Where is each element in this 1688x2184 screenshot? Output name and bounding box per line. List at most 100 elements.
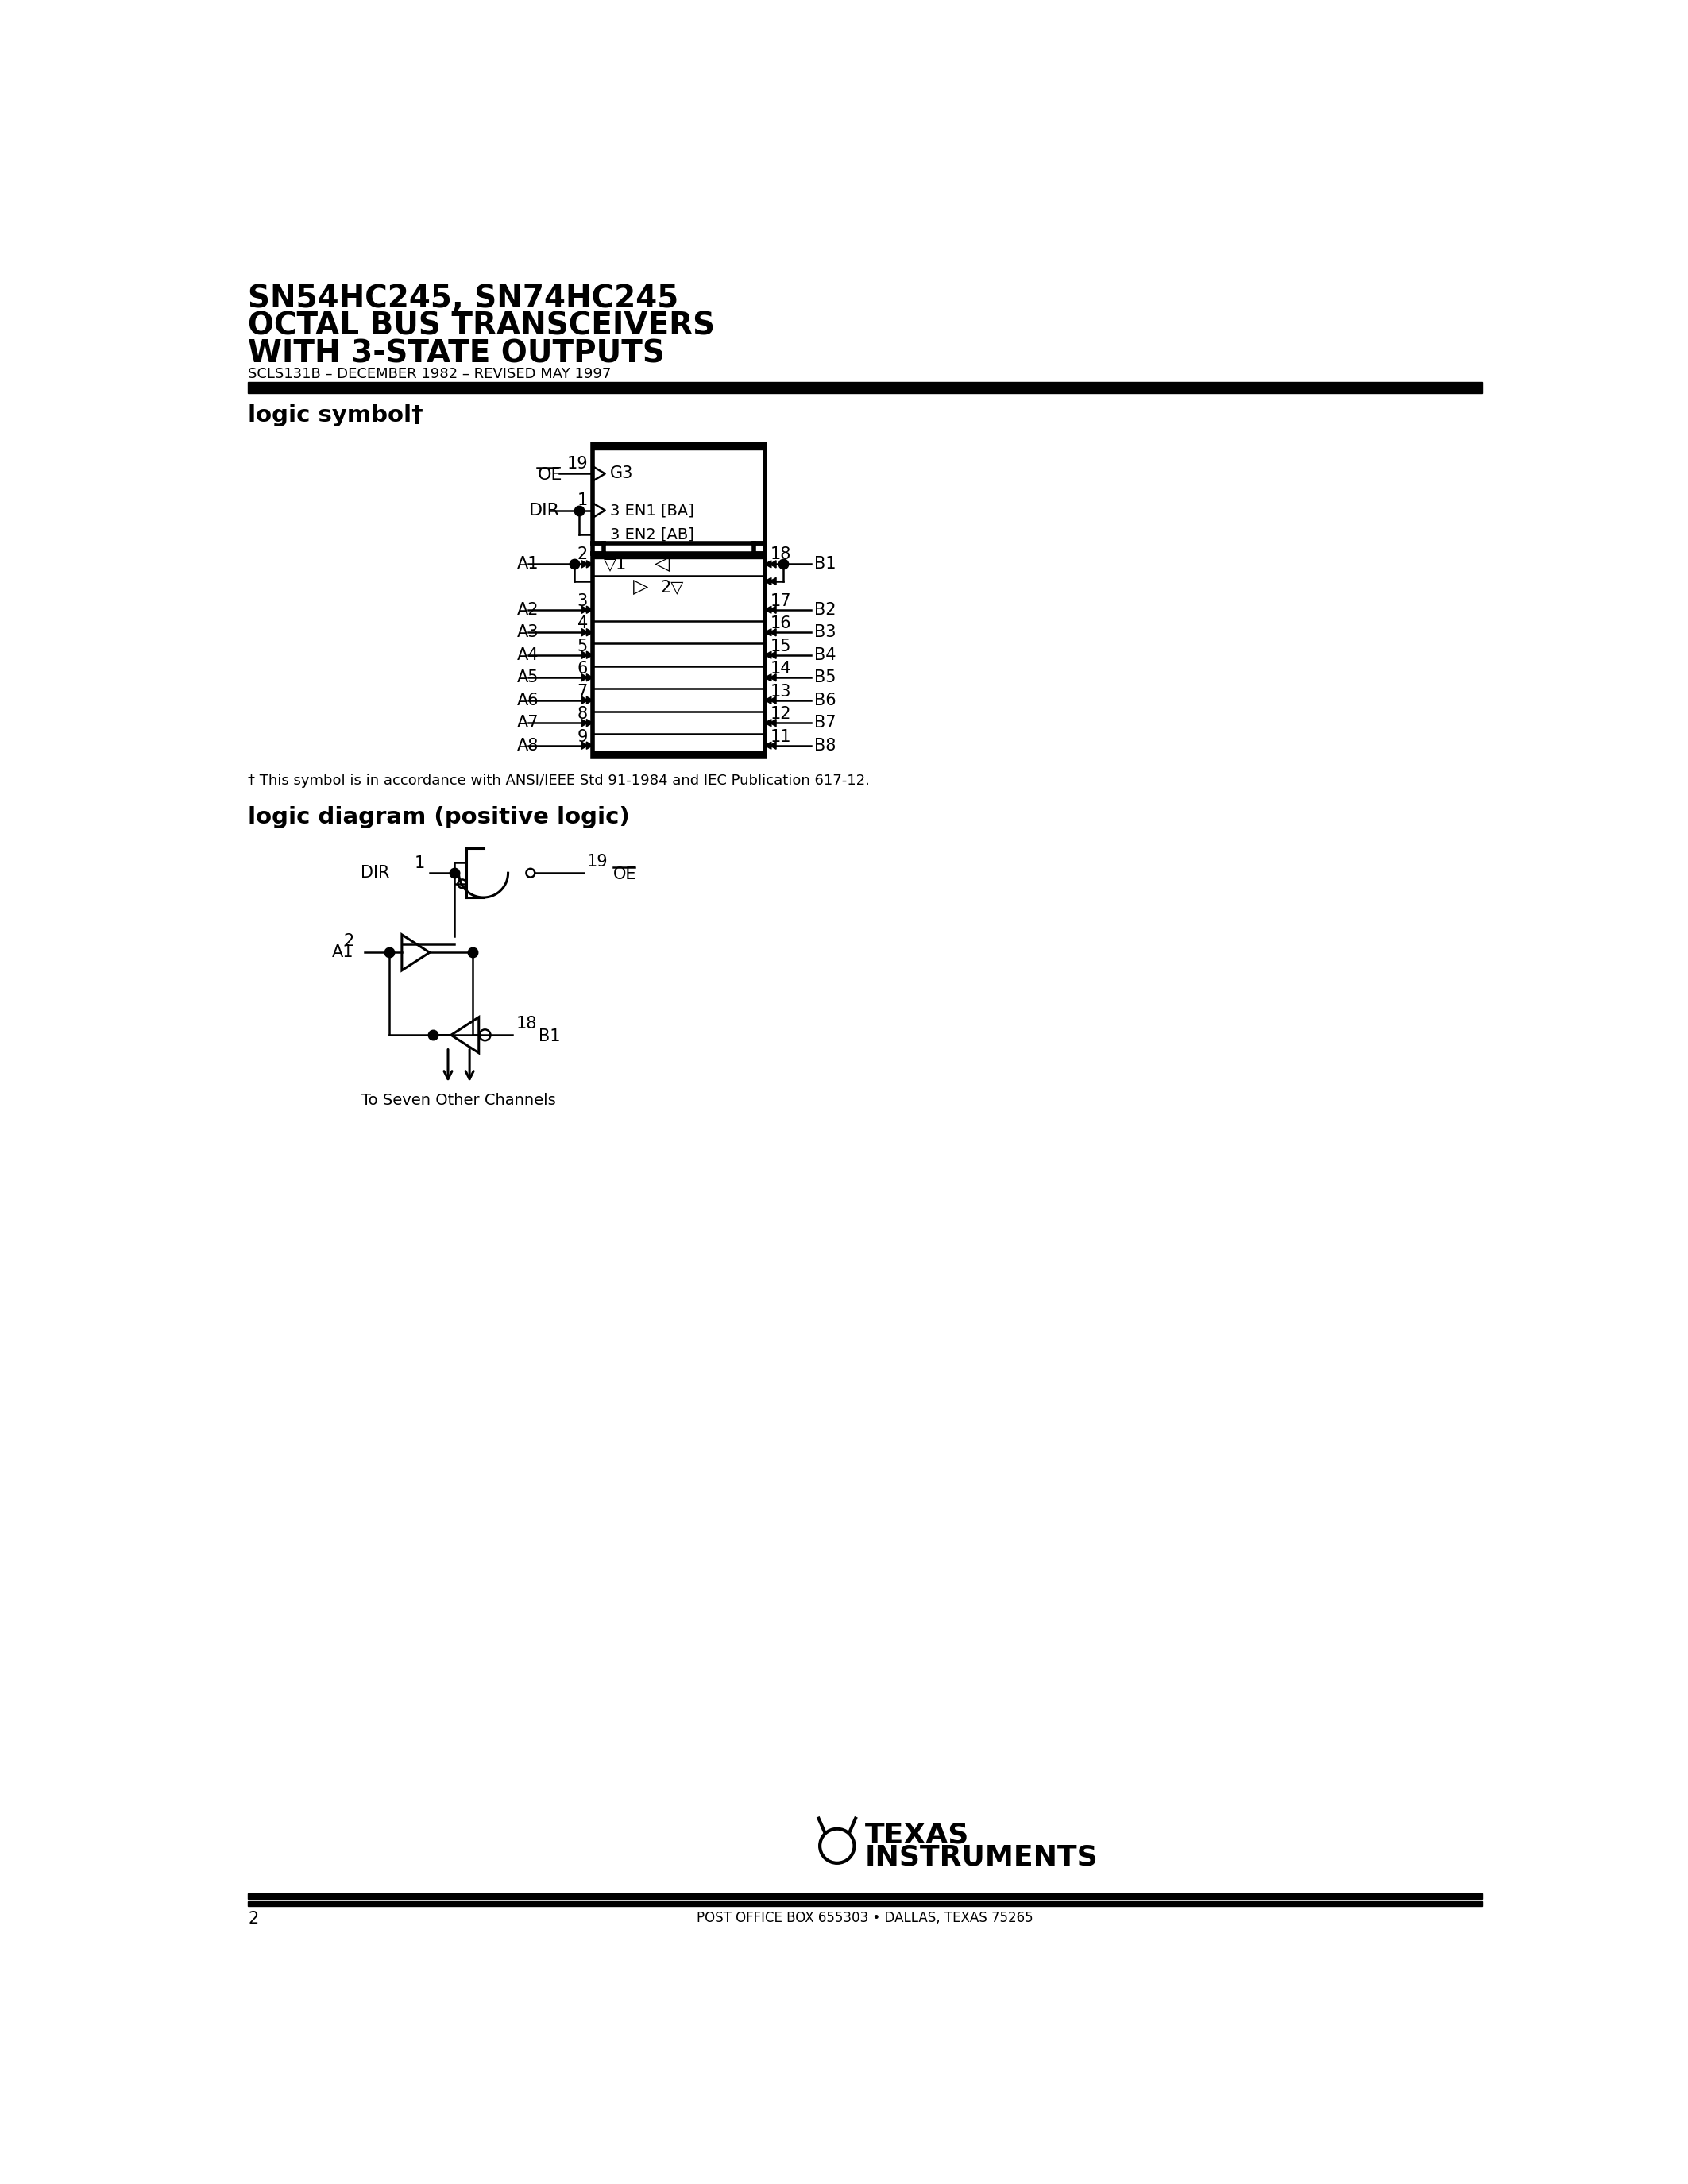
Text: A7: A7: [517, 714, 538, 732]
Polygon shape: [586, 697, 592, 703]
Polygon shape: [586, 651, 592, 660]
Text: ◁: ◁: [655, 555, 670, 574]
Bar: [592, 553, 765, 758]
Text: B7: B7: [814, 714, 836, 732]
Text: 2: 2: [248, 1911, 258, 1926]
Polygon shape: [765, 675, 771, 681]
Polygon shape: [770, 697, 776, 703]
Text: 12: 12: [770, 705, 792, 723]
Text: B4: B4: [814, 646, 836, 664]
Polygon shape: [765, 561, 771, 568]
Text: B3: B3: [814, 625, 836, 640]
Text: B5: B5: [814, 670, 836, 686]
Text: 11: 11: [770, 729, 792, 745]
Polygon shape: [586, 675, 592, 681]
Text: 17: 17: [770, 594, 792, 609]
Text: 2: 2: [577, 546, 587, 561]
Text: WITH 3-STATE OUTPUTS: WITH 3-STATE OUTPUTS: [248, 339, 665, 369]
Polygon shape: [770, 675, 776, 681]
Text: TEXAS: TEXAS: [864, 1821, 969, 1848]
Text: † This symbol is in accordance with ANSI/IEEE Std 91-1984 and IEC Publication 61: † This symbol is in accordance with ANSI…: [248, 773, 869, 788]
Text: 2: 2: [343, 933, 354, 950]
Text: 18: 18: [770, 546, 792, 561]
Text: G3: G3: [609, 465, 633, 483]
Bar: [592, 553, 765, 559]
Text: INSTRUMENTS: INSTRUMENTS: [864, 1843, 1099, 1870]
Text: B2: B2: [814, 603, 836, 618]
Bar: [592, 443, 765, 544]
Text: DIR: DIR: [361, 865, 390, 880]
Bar: [248, 1894, 1482, 1898]
Polygon shape: [765, 719, 771, 727]
Bar: [248, 1900, 1482, 1907]
Polygon shape: [582, 697, 587, 703]
Polygon shape: [582, 629, 587, 636]
Text: OCTAL BUS TRANSCEIVERS: OCTAL BUS TRANSCEIVERS: [248, 310, 716, 341]
Text: A1: A1: [517, 557, 538, 572]
Polygon shape: [765, 629, 771, 636]
Text: 16: 16: [770, 616, 792, 631]
Polygon shape: [582, 561, 587, 568]
Polygon shape: [770, 607, 776, 614]
Polygon shape: [582, 719, 587, 727]
Text: 1: 1: [577, 494, 587, 509]
Text: OE: OE: [613, 867, 636, 882]
Polygon shape: [586, 629, 592, 636]
Text: 3 EN1 [BA]: 3 EN1 [BA]: [609, 502, 694, 518]
Polygon shape: [582, 607, 587, 614]
Text: A2: A2: [517, 603, 538, 618]
Polygon shape: [586, 743, 592, 749]
Text: 18: 18: [517, 1016, 537, 1033]
Polygon shape: [770, 577, 776, 585]
Bar: [592, 443, 765, 450]
Polygon shape: [770, 719, 776, 727]
Polygon shape: [765, 743, 771, 749]
Text: A6: A6: [517, 692, 538, 708]
Text: 6: 6: [577, 662, 587, 677]
Text: logic diagram (positive logic): logic diagram (positive logic): [248, 806, 630, 828]
Text: A3: A3: [517, 625, 538, 640]
Text: B6: B6: [814, 692, 836, 708]
Text: 13: 13: [770, 684, 792, 699]
Text: A1: A1: [333, 943, 354, 961]
Bar: [592, 751, 765, 758]
Polygon shape: [770, 651, 776, 660]
Text: 7: 7: [577, 684, 587, 699]
Text: 19: 19: [567, 456, 587, 472]
Polygon shape: [770, 561, 776, 568]
Text: To Seven Other Channels: To Seven Other Channels: [361, 1094, 555, 1107]
Text: 15: 15: [770, 638, 792, 655]
Text: 3 EN2 [AB]: 3 EN2 [AB]: [609, 526, 694, 542]
Polygon shape: [586, 719, 592, 727]
Text: POST OFFICE BOX 655303 • DALLAS, TEXAS 75265: POST OFFICE BOX 655303 • DALLAS, TEXAS 7…: [697, 1911, 1033, 1924]
Text: 5: 5: [577, 638, 587, 655]
Polygon shape: [765, 607, 771, 614]
Text: SN54HC245, SN74HC245: SN54HC245, SN74HC245: [248, 284, 679, 314]
Polygon shape: [586, 607, 592, 614]
Text: A4: A4: [517, 646, 538, 664]
Text: 3: 3: [577, 594, 587, 609]
Polygon shape: [770, 629, 776, 636]
Text: ▽1: ▽1: [604, 557, 626, 572]
Bar: [248, 382, 1482, 393]
Text: SCLS131B – DECEMBER 1982 – REVISED MAY 1997: SCLS131B – DECEMBER 1982 – REVISED MAY 1…: [248, 367, 611, 382]
Text: 1: 1: [414, 856, 425, 871]
Polygon shape: [765, 697, 771, 703]
Text: A8: A8: [517, 738, 538, 753]
Text: 8: 8: [577, 705, 587, 723]
Text: 19: 19: [587, 854, 608, 869]
Text: 14: 14: [770, 662, 792, 677]
Polygon shape: [582, 743, 587, 749]
Text: ▷: ▷: [633, 577, 648, 596]
Text: B1: B1: [814, 557, 836, 572]
Text: B8: B8: [814, 738, 836, 753]
Polygon shape: [765, 651, 771, 660]
Text: 4: 4: [577, 616, 587, 631]
Text: DIR: DIR: [528, 502, 560, 518]
Text: OE: OE: [537, 467, 562, 483]
Text: 9: 9: [577, 729, 587, 745]
Polygon shape: [765, 577, 771, 585]
Polygon shape: [770, 743, 776, 749]
Text: A5: A5: [517, 670, 538, 686]
Text: logic symbol†: logic symbol†: [248, 404, 424, 426]
